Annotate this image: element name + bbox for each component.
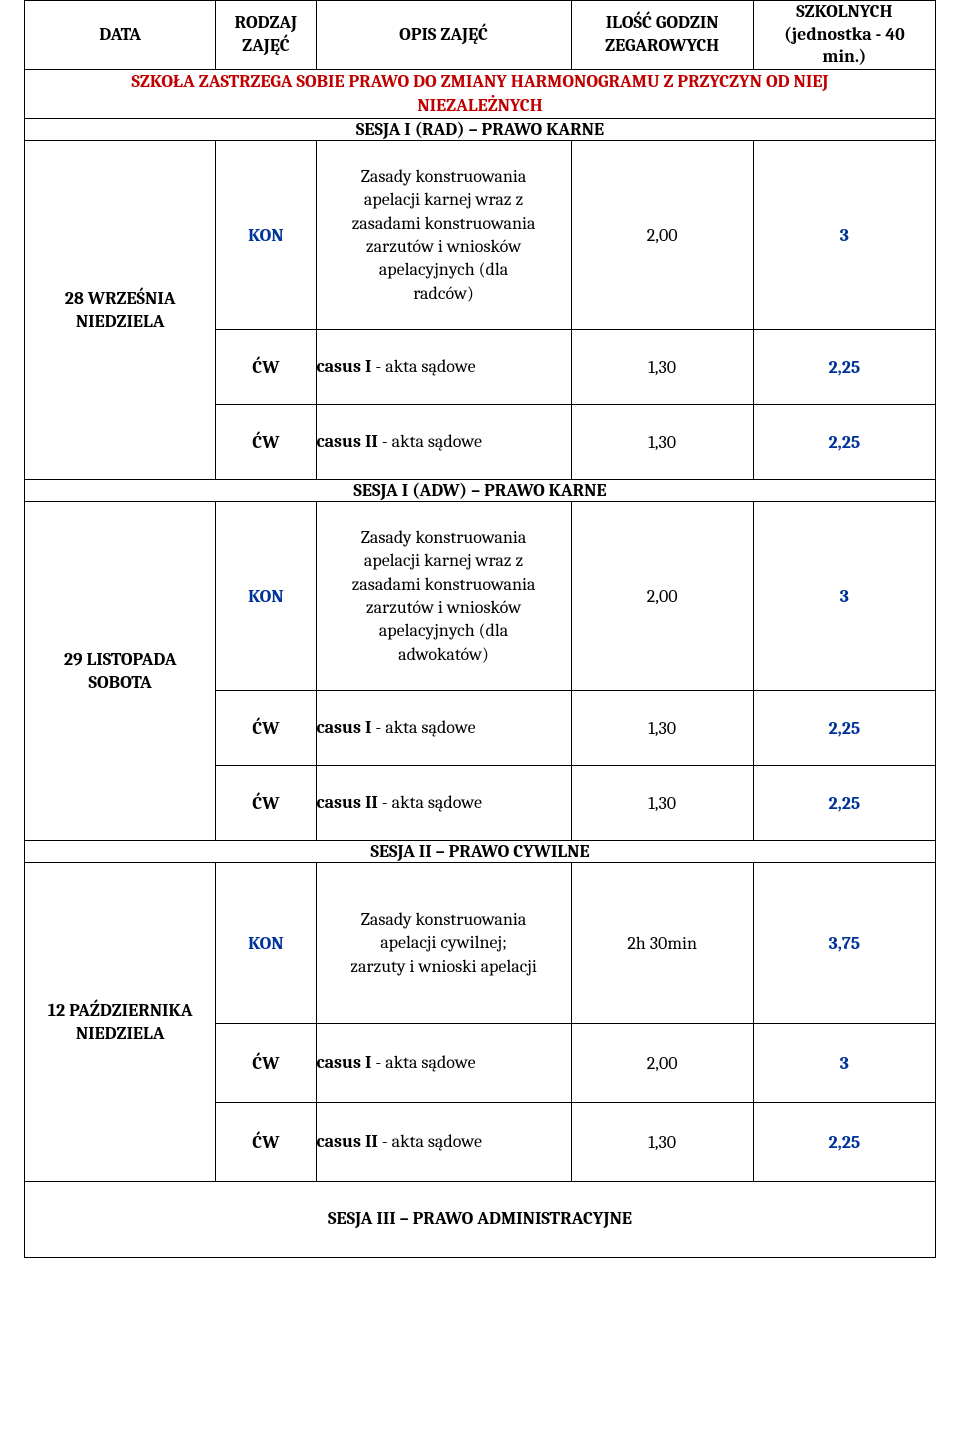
date-cell-3: 12 PAŹDZIERNIKA NIEDZIELA	[25, 863, 216, 1182]
col-header-rodzaj-l1: RODZAJ	[235, 12, 297, 33]
session-1-rad-text: SESJA I (RAD) – PRAWO KARNE	[356, 119, 604, 140]
desc-casus1-a: casus I - akta sądowe	[316, 330, 571, 405]
col-header-data: DATA	[25, 1, 216, 70]
date-3-l1: 12 PAŹDZIERNIKA	[48, 1000, 193, 1021]
desc-kon-cyw: Zasady konstruowania apelacji cywilnej; …	[316, 863, 571, 1024]
units-1-cw1: 2,25	[753, 330, 935, 405]
units-3-kon: 3,75	[753, 863, 935, 1024]
table-row: 29 LISTOPADA SOBOTA KON Zasady konstruow…	[25, 502, 936, 691]
col-header-szkol-l1: SZKOLNYCH	[796, 1, 892, 22]
desc-casus2-a: casus II - akta sądowe	[316, 405, 571, 480]
session-1-adw-text: SESJA I (ADW) – PRAWO KARNE	[353, 480, 606, 501]
session-row-1-rad: SESJA I (RAD) – PRAWO KARNE	[25, 119, 936, 141]
hours-1-cw2: 1,30	[571, 405, 753, 480]
desc-kon-rad: Zasady konstruowania apelacji karnej wra…	[316, 141, 571, 330]
type-cw-3b: ĆW	[216, 1103, 316, 1182]
col-header-ilosc: ILOŚĆ GODZIN ZEGAROWYCH	[571, 1, 753, 70]
col-header-szkol-l3: min.)	[822, 46, 866, 67]
type-cw-2a: ĆW	[216, 691, 316, 766]
session-2-text: SESJA II – PRAWO CYWILNE	[370, 841, 589, 862]
table-header-row: DATA RODZAJ ZAJĘĆ OPIS ZAJĘĆ ILOŚĆ GODZI…	[25, 1, 936, 70]
date-2-l1: 29 LISTOPADA	[64, 649, 177, 670]
hours-1-cw1: 1,30	[571, 330, 753, 405]
notice-row: SZKOŁA ZASTRZEGA SOBIE PRAWO DO ZMIANY H…	[25, 69, 936, 119]
hours-1-kon: 2,00	[571, 141, 753, 330]
type-kon-1-text: KON	[248, 225, 284, 246]
session-1-adw-cell: SESJA I (ADW) – PRAWO KARNE	[25, 480, 936, 502]
session-2-cell: SESJA II – PRAWO CYWILNE	[25, 841, 936, 863]
notice-cell: SZKOŁA ZASTRZEGA SOBIE PRAWO DO ZMIANY H…	[25, 69, 936, 119]
type-kon-1: KON	[216, 141, 316, 330]
hours-2-kon: 2,00	[571, 502, 753, 691]
hours-3-cw2: 1,30	[571, 1103, 753, 1182]
date-1-l2: NIEDZIELA	[76, 311, 165, 332]
col-header-ilosc-l1: ILOŚĆ GODZIN	[606, 12, 719, 33]
date-1-l1: 28 WRZEŚNIA	[65, 288, 176, 309]
date-2-l2: SOBOTA	[89, 672, 152, 693]
session-row-3: SESJA III – PRAWO ADMINISTRACYJNE	[25, 1182, 936, 1258]
table-row: 12 PAŹDZIERNIKA NIEDZIELA KON Zasady kon…	[25, 863, 936, 1024]
schedule-table: DATA RODZAJ ZAJĘĆ OPIS ZAJĘĆ ILOŚĆ GODZI…	[24, 0, 936, 1258]
date-cell-2: 29 LISTOPADA SOBOTA	[25, 502, 216, 841]
desc-casus1-c: casus I - akta sądowe	[316, 1024, 571, 1103]
col-header-ilosc-l2: ZEGAROWYCH	[605, 35, 719, 56]
session-row-1-adw: SESJA I (ADW) – PRAWO KARNE	[25, 480, 936, 502]
type-cw-1b: ĆW	[216, 405, 316, 480]
units-3-cw1: 3	[753, 1024, 935, 1103]
session-row-2: SESJA II – PRAWO CYWILNE	[25, 841, 936, 863]
notice-line2: NIEZALEŻNYCH	[417, 95, 542, 116]
hours-3-cw1: 2,00	[571, 1024, 753, 1103]
hours-2-cw1: 1,30	[571, 691, 753, 766]
col-header-data-text: DATA	[99, 24, 141, 45]
date-cell-1: 28 WRZEŚNIA NIEDZIELA	[25, 141, 216, 480]
date-3-l2: NIEDZIELA	[76, 1023, 165, 1044]
units-2-cw1: 2,25	[753, 691, 935, 766]
units-2-kon: 3	[753, 502, 935, 691]
desc-casus2-b: casus II - akta sądowe	[316, 766, 571, 841]
session-1-rad-cell: SESJA I (RAD) – PRAWO KARNE	[25, 119, 936, 141]
notice-line1: SZKOŁA ZASTRZEGA SOBIE PRAWO DO ZMIANY H…	[131, 71, 828, 92]
desc-casus2-c: casus II - akta sądowe	[316, 1103, 571, 1182]
desc-kon-adw: Zasady konstruowania apelacji karnej wra…	[316, 502, 571, 691]
hours-3-kon: 2h 30min	[571, 863, 753, 1024]
session-3-text: SESJA III – PRAWO ADMINISTRACYJNE	[328, 1208, 632, 1229]
type-cw-2b: ĆW	[216, 766, 316, 841]
session-3-cell: SESJA III – PRAWO ADMINISTRACYJNE	[25, 1182, 936, 1258]
units-1-cw2: 2,25	[753, 405, 935, 480]
type-cw-1a: ĆW	[216, 330, 316, 405]
units-3-cw2: 2,25	[753, 1103, 935, 1182]
col-header-szkolnych: SZKOLNYCH (jednostka - 40 min.)	[753, 1, 935, 70]
desc-casus1-b: casus I - akta sądowe	[316, 691, 571, 766]
type-kon-3: KON	[216, 863, 316, 1024]
hours-2-cw2: 1,30	[571, 766, 753, 841]
col-header-opis-text: OPIS ZAJĘĆ	[399, 24, 488, 45]
units-1-kon: 3	[753, 141, 935, 330]
type-cw-3a: ĆW	[216, 1024, 316, 1103]
col-header-opis: OPIS ZAJĘĆ	[316, 1, 571, 70]
units-2-cw2: 2,25	[753, 766, 935, 841]
col-header-rodzaj-l2: ZAJĘĆ	[242, 35, 289, 56]
col-header-rodzaj: RODZAJ ZAJĘĆ	[216, 1, 316, 70]
type-kon-2: KON	[216, 502, 316, 691]
col-header-szkol-l2: (jednostka - 40	[784, 24, 905, 45]
table-row: 28 WRZEŚNIA NIEDZIELA KON Zasady konstru…	[25, 141, 936, 330]
